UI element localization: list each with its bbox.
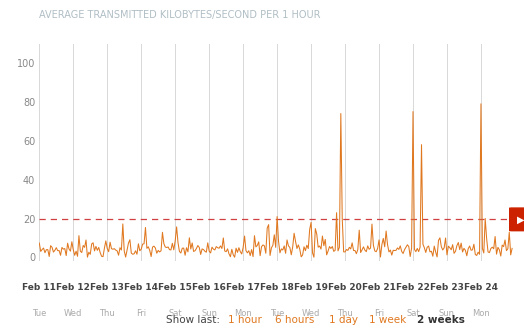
Text: 6 hours: 6 hours	[275, 315, 314, 325]
Text: Feb 19: Feb 19	[294, 283, 328, 292]
Text: Feb 18: Feb 18	[260, 283, 294, 292]
Text: Feb 13: Feb 13	[90, 283, 124, 292]
Text: Feb 24: Feb 24	[464, 283, 498, 292]
Text: Thu: Thu	[100, 309, 115, 318]
Text: 1 week: 1 week	[369, 315, 407, 325]
Text: Feb 12: Feb 12	[57, 283, 90, 292]
Text: Sat: Sat	[168, 309, 182, 318]
Text: Sun: Sun	[439, 309, 455, 318]
Text: 2 weeks: 2 weeks	[417, 315, 464, 325]
Text: Mon: Mon	[234, 309, 252, 318]
Text: Sat: Sat	[406, 309, 420, 318]
Text: Feb 11: Feb 11	[23, 283, 56, 292]
Text: Tue: Tue	[32, 309, 47, 318]
Text: Wed: Wed	[64, 309, 82, 318]
Text: Feb 14: Feb 14	[124, 283, 158, 292]
Text: AVERAGE TRANSMITTED KILOBYTES/SECOND PER 1 HOUR: AVERAGE TRANSMITTED KILOBYTES/SECOND PER…	[39, 10, 321, 20]
Text: Fri: Fri	[136, 309, 146, 318]
Text: Show last:: Show last:	[166, 315, 220, 325]
Text: Mon: Mon	[472, 309, 490, 318]
Text: 1 hour: 1 hour	[228, 315, 262, 325]
Text: Feb 23: Feb 23	[430, 283, 464, 292]
Text: Tue: Tue	[270, 309, 285, 318]
Text: ▶: ▶	[517, 214, 524, 224]
Text: Fri: Fri	[374, 309, 384, 318]
Text: Feb 22: Feb 22	[396, 283, 430, 292]
Text: Feb 20: Feb 20	[328, 283, 362, 292]
Text: 1 day: 1 day	[329, 315, 357, 325]
Text: Feb 21: Feb 21	[362, 283, 396, 292]
Text: Wed: Wed	[302, 309, 320, 318]
Text: Sun: Sun	[201, 309, 217, 318]
FancyBboxPatch shape	[508, 208, 524, 231]
Text: Feb 15: Feb 15	[158, 283, 192, 292]
Text: Feb 17: Feb 17	[226, 283, 260, 292]
Text: Thu: Thu	[337, 309, 353, 318]
Text: Feb 16: Feb 16	[192, 283, 226, 292]
